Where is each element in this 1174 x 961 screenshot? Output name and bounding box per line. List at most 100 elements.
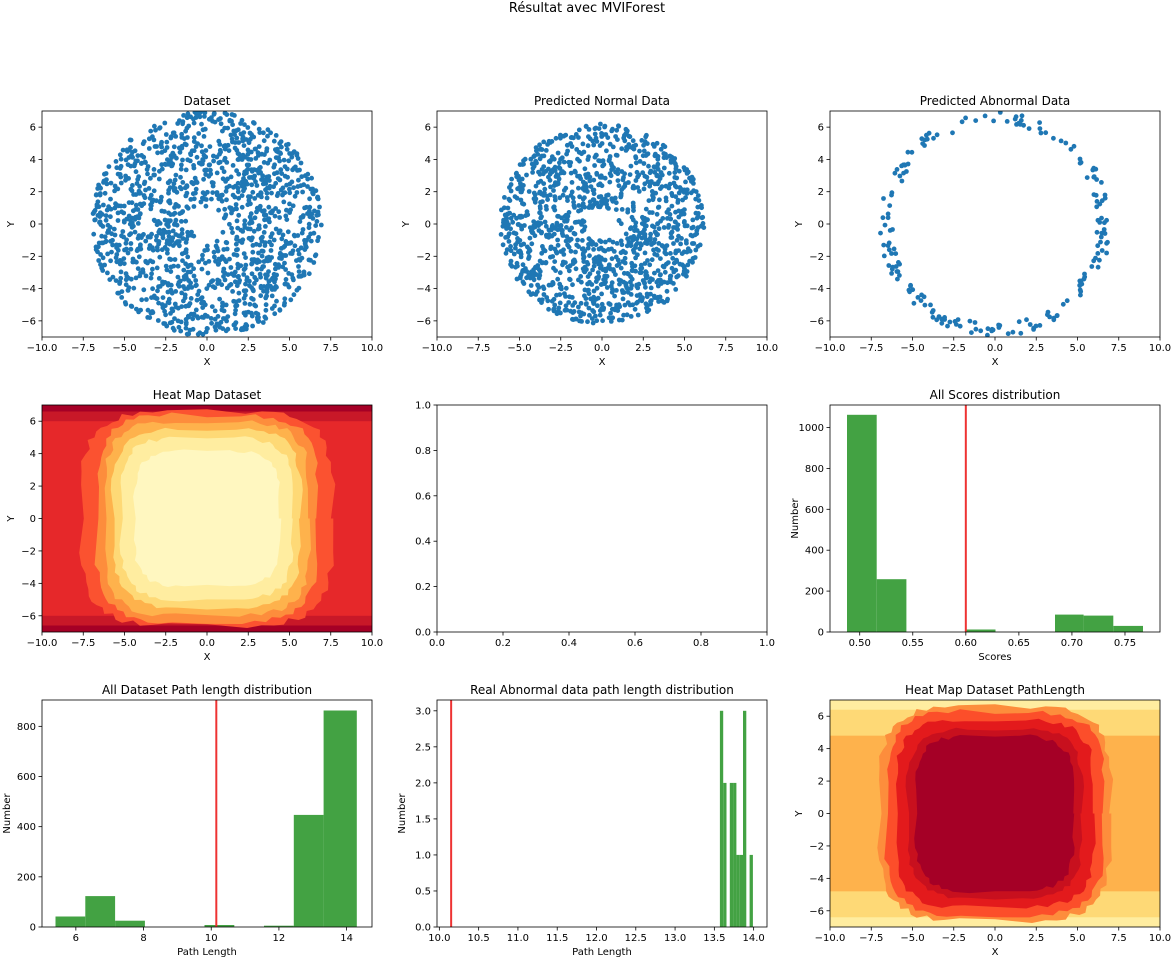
- scatter-point: [235, 225, 241, 231]
- scatter-point: [271, 164, 277, 170]
- scatter-point: [265, 133, 270, 139]
- scatter-point: [615, 178, 621, 184]
- scatter-point: [616, 302, 622, 308]
- scatter-point: [576, 185, 581, 191]
- histogram-bar: [204, 925, 235, 927]
- scatter-point: [673, 194, 679, 200]
- scatter-point: [291, 277, 296, 283]
- scatter-point: [287, 190, 293, 196]
- scatter-point: [181, 267, 187, 273]
- scatter-point: [527, 235, 533, 241]
- scatter-point: [222, 146, 228, 152]
- scatter-point: [258, 293, 264, 299]
- scatter-point: [164, 238, 170, 244]
- scatter-point: [628, 279, 633, 285]
- scatter-point: [688, 232, 694, 238]
- scatter-point: [531, 219, 537, 225]
- scatter-point: [214, 170, 220, 176]
- scatter-point: [552, 259, 558, 264]
- histogram-bar: [876, 579, 907, 632]
- scatter-point: [108, 258, 113, 264]
- scatter-point: [266, 174, 272, 179]
- scatter-point: [265, 127, 271, 133]
- scatter-point: [255, 192, 261, 198]
- y-tick-label: 2: [425, 187, 431, 198]
- scatter-point: [168, 264, 174, 270]
- scatter-point: [235, 247, 240, 252]
- scatter-point: [644, 217, 650, 223]
- scatter-point: [554, 292, 559, 298]
- scatter-point: [255, 226, 261, 232]
- scatter-point: [314, 219, 320, 224]
- scatter-point: [655, 283, 661, 289]
- scatter-point: [555, 242, 561, 248]
- scatter-point: [257, 206, 263, 212]
- scatter-point: [210, 284, 216, 289]
- scatter-point: [310, 186, 315, 192]
- scatter-point: [211, 249, 217, 255]
- x-tick-label: 0.0: [199, 638, 215, 649]
- scatter-point: [551, 204, 557, 210]
- chart-normal: −10.0 −7.5 −5.0 −2.5 0.0 2.5 5.0 7.5 10.0−6−4−20…: [401, 94, 778, 368]
- chart-dataset: −10.0 −7.5 −5.0 −2.5 0.0 2.5 5.0 7.5 10.0−6−4−20…: [6, 94, 383, 368]
- scatter-point: [169, 155, 175, 160]
- x-tick-label: 10.0: [361, 343, 383, 354]
- scatter-point: [516, 176, 522, 181]
- scatter-point: [236, 212, 242, 218]
- scatter-point: [520, 262, 526, 268]
- scatter-point: [287, 186, 292, 192]
- x-tick-label: 5.0: [282, 638, 298, 649]
- scatter-point: [194, 180, 200, 186]
- scatter-point: [204, 167, 210, 173]
- scatter-point: [227, 221, 232, 227]
- scatter-point: [181, 284, 186, 289]
- scatter-point: [557, 270, 563, 276]
- scatter-point: [289, 251, 295, 256]
- scatter-point: [241, 327, 247, 332]
- scatter-point: [558, 224, 563, 230]
- scatter-point: [296, 269, 302, 274]
- scatter-point: [591, 191, 597, 197]
- scatter-point: [147, 243, 153, 248]
- scatter-point: [589, 205, 595, 210]
- scatter-point: [137, 211, 143, 217]
- scatter-point: [593, 255, 599, 261]
- scatter-point: [260, 181, 266, 187]
- scatter-point: [889, 271, 894, 276]
- scatter-point: [202, 126, 208, 132]
- x-tick-label: −5.0: [112, 638, 136, 649]
- scatter-point: [647, 262, 653, 268]
- scatter-point: [542, 219, 548, 225]
- scatter-point: [108, 196, 113, 202]
- scatter-point: [159, 194, 164, 200]
- scatter-point: [99, 265, 105, 271]
- scatter-point: [275, 176, 281, 182]
- scatter-point: [1078, 292, 1083, 298]
- scatter-point: [568, 170, 574, 176]
- scatter-point: [580, 246, 586, 252]
- scatter-point: [508, 262, 513, 267]
- scatter-point: [683, 195, 688, 201]
- scatter-point: [1098, 239, 1103, 245]
- scatter-point: [594, 170, 600, 176]
- x-tick-label: 7.5: [1111, 343, 1127, 354]
- scatter-point: [253, 156, 259, 161]
- x-tick-label: 14.0: [743, 933, 765, 944]
- scatter-point: [661, 165, 667, 171]
- scatter-point: [193, 190, 198, 196]
- scatter-point: [569, 189, 575, 195]
- scatter-point: [607, 237, 612, 243]
- x-tick-label: 0.2: [495, 638, 511, 649]
- scatter-point: [207, 144, 213, 150]
- scatter-point: [240, 237, 246, 243]
- x-tick-label: −7.5: [71, 343, 95, 354]
- scatter-point: [212, 308, 218, 314]
- chart-title: All Dataset Path length distribution: [102, 683, 312, 697]
- scatter-point: [134, 306, 139, 312]
- chart-title: Heat Map Dataset: [153, 388, 262, 402]
- scatter-point: [236, 280, 242, 285]
- x-tick-label: 2.5: [1028, 343, 1044, 354]
- scatter-point: [191, 312, 197, 318]
- scatter-point: [526, 246, 532, 252]
- scatter-point: [210, 183, 216, 189]
